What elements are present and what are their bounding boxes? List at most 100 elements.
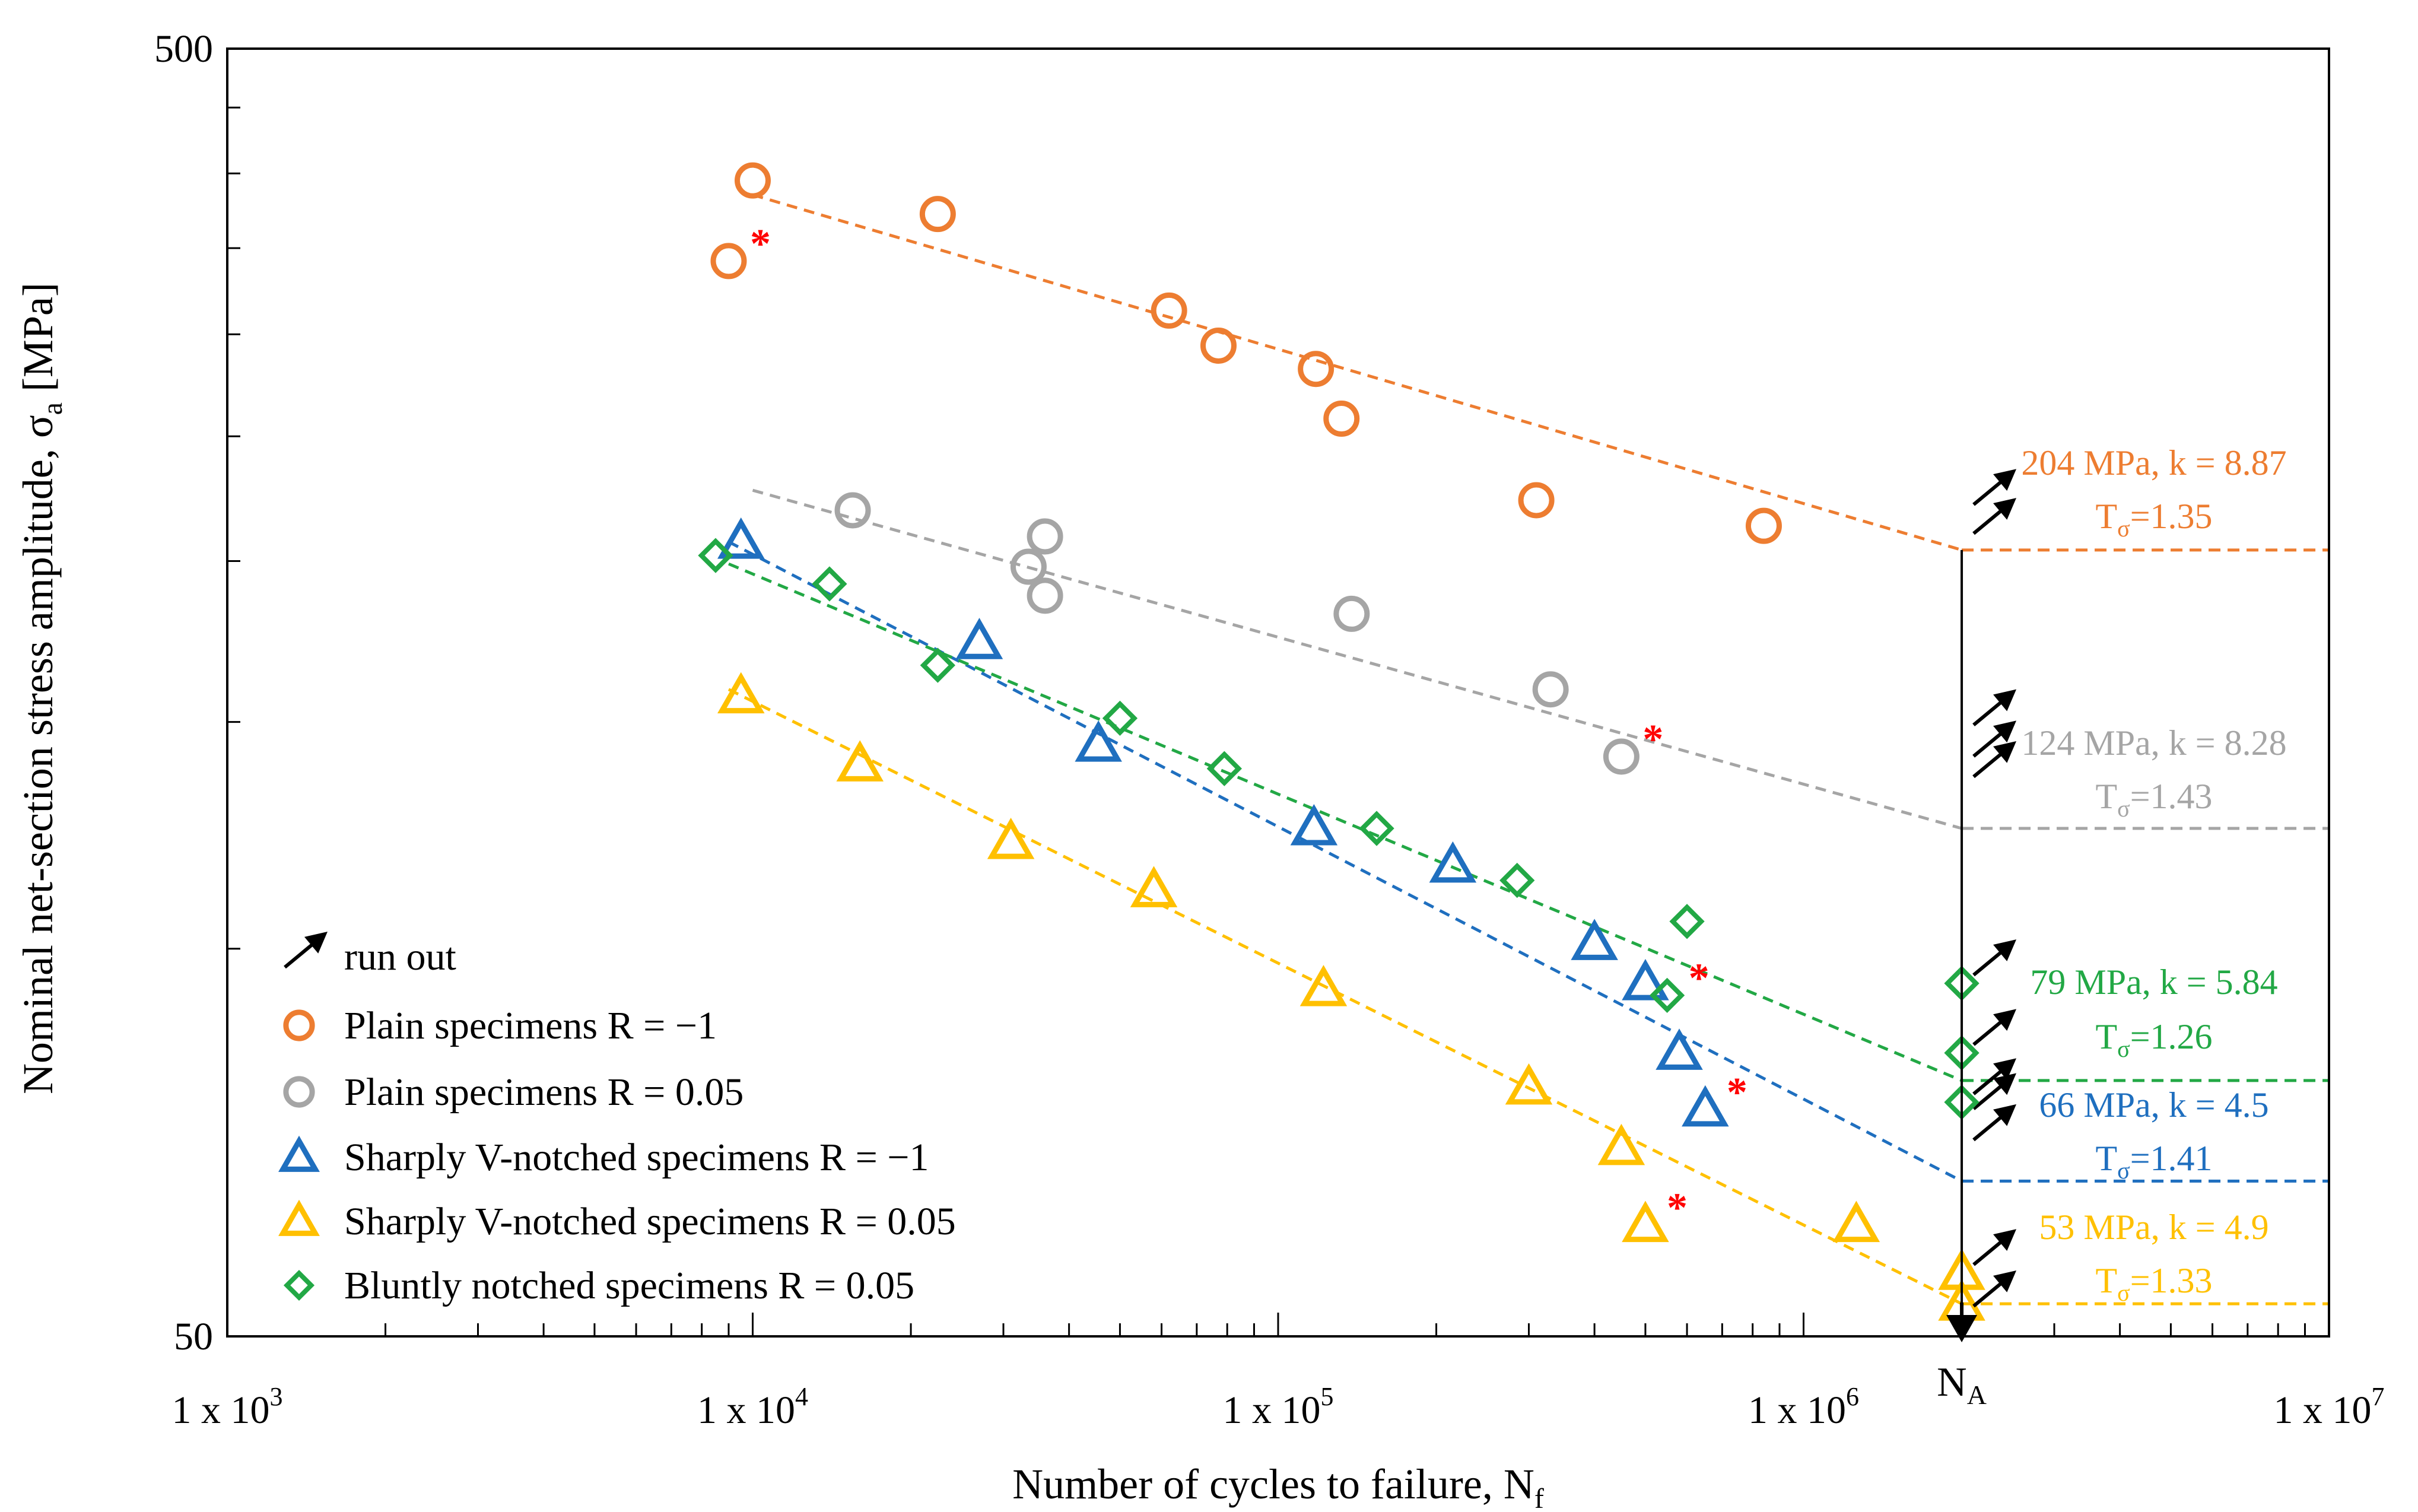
data-point: [1333, 595, 1370, 632]
data-point: [1505, 1063, 1553, 1105]
data-point: [834, 492, 871, 529]
endurance-t-value: =1.41: [2130, 1139, 2213, 1178]
runout-arrow-head: [1993, 939, 2017, 961]
endurance-t: T: [2095, 497, 2117, 536]
endurance-value-label: 79 MPa, k = 5.84: [2030, 963, 2277, 1002]
legend-label-2: Sharply V-notched specimens R = −1: [344, 1136, 929, 1179]
failure-asterisk: *: [1689, 955, 1710, 1001]
failure-asterisk: *: [750, 221, 771, 267]
y-tick-label: 500: [154, 27, 213, 71]
x-axis-title-text: Number of cycles to failure, N: [1012, 1460, 1534, 1508]
data-point: [1200, 327, 1237, 364]
runout-arrow-head: [1993, 469, 2017, 491]
legend-label-1: Plain specimens R = 0.05: [344, 1071, 743, 1114]
data-point: [1027, 577, 1063, 614]
x-tick-base: 1 x 10: [1223, 1389, 1321, 1432]
endurance-t-label: Tσ=1.33: [2095, 1261, 2212, 1306]
data-point: [836, 740, 884, 782]
endurance-t: T: [2095, 777, 2117, 816]
data-point: [1656, 1028, 1703, 1070]
legend-marker-0: [283, 1009, 315, 1041]
x-tick-base: 1 x 10: [172, 1389, 270, 1432]
data-point: [987, 818, 1035, 859]
endurance-value-label: 204 MPa, k = 8.87: [2021, 443, 2286, 482]
y-axis-title-sub: a: [37, 402, 68, 415]
labels-layer: 204 MPa, k = 8.87 Tσ=1.35 124 MPa, k = 8.2…: [2021, 443, 2286, 1306]
endurance-value-label: 53 MPa, k = 4.9: [2039, 1208, 2268, 1247]
y-axis-title: Nominal net-section stress amplitude, σa…: [14, 282, 68, 1094]
na-label-sub: A: [1967, 1380, 1987, 1410]
data-point: [812, 566, 847, 602]
runout-arrow-head: [1993, 1073, 2017, 1095]
data-point: [1010, 548, 1047, 585]
data-point: [1290, 803, 1338, 846]
data-point: [1027, 518, 1063, 555]
endurance-t-sub: σ: [2117, 1157, 2130, 1184]
na-label-text: N: [1937, 1359, 1967, 1405]
endurance-t: T: [2095, 1261, 2117, 1300]
endurance-t-label: Tσ=1.41: [2095, 1139, 2212, 1184]
trendline-0: [752, 193, 1962, 552]
data-point: [735, 162, 771, 199]
legend-marker-4: [283, 1269, 315, 1301]
data-point: [1499, 862, 1535, 898]
endurance-value-label: 66 MPa, k = 4.5: [2039, 1085, 2268, 1125]
data-point: [1669, 904, 1705, 939]
trendline-1: [752, 488, 1962, 830]
endurance-t-value: =1.33: [2130, 1261, 2213, 1300]
data-point: [698, 538, 733, 573]
axes-layer: 1 x 103 1 x 104 1 x 105 1 x 106 1 x 10750050…: [14, 27, 2385, 1512]
x-tick-label: 1 x 105: [1223, 1382, 1334, 1432]
x-tick-exponent: 4: [795, 1382, 808, 1411]
data-point: [1206, 751, 1243, 786]
legend-marker-2: [278, 1135, 320, 1172]
legend-label-0: Plain specimens R = −1: [344, 1004, 717, 1047]
data-point: [1622, 959, 1669, 1000]
endurance-t-label: Tσ=1.26: [2095, 1017, 2212, 1062]
data-point: [1429, 841, 1477, 883]
data-point: [920, 647, 956, 683]
x-tick-label: 1 x 103: [172, 1382, 283, 1432]
data-point: [1603, 738, 1639, 775]
x-axis-title: Number of cycles to failure, Nf: [1012, 1460, 1544, 1512]
x-axis-title-sub: f: [1534, 1483, 1544, 1512]
x-tick-label: 1 x 107: [2274, 1382, 2385, 1432]
runout-arrow-head: [1993, 720, 2017, 743]
data-point: [1622, 1200, 1669, 1243]
endurance-value-label: 124 MPa, k = 8.28: [2021, 723, 2286, 763]
x-tick-exponent: 6: [1846, 1382, 1859, 1411]
legend-runout-label: run out: [344, 935, 456, 979]
data-point: [1359, 811, 1394, 846]
data-point: [1597, 1123, 1645, 1165]
failure-asterisk: *: [1667, 1186, 1688, 1231]
runout-arrow-head: [1993, 1009, 2017, 1031]
endurance-t-value: =1.43: [2130, 777, 2213, 816]
data-point: [1649, 977, 1685, 1014]
data-point: [1832, 1200, 1880, 1243]
data-point: [717, 517, 765, 559]
runout-arrow-head: [1993, 1104, 2017, 1126]
trendline-3: [727, 688, 1963, 1305]
failure-asterisk: *: [1642, 717, 1663, 763]
data-point: [1130, 866, 1178, 907]
data-point: [1745, 507, 1782, 544]
data-point: [710, 243, 747, 279]
x-tick-label: 1 x 104: [697, 1382, 808, 1432]
y-tick-label: 50: [174, 1315, 213, 1358]
trendline-2: [727, 540, 1963, 1183]
y-axis-title-unit: [MPa]: [14, 282, 62, 402]
data-point: [1682, 1085, 1729, 1127]
data-point: [919, 196, 956, 233]
trendline-4: [728, 562, 1963, 1082]
data-point: [1298, 351, 1334, 387]
runout-arrow-head: [1993, 1270, 2017, 1292]
legend-label-4: Bluntly notched specimens R = 0.05: [344, 1264, 914, 1307]
x-tick-base: 1 x 10: [2274, 1389, 2372, 1432]
endurance-t-sub: σ: [2117, 1035, 2130, 1062]
runout-arrow-head: [1993, 741, 2017, 763]
endurance-t-sub: σ: [2117, 515, 2130, 542]
endurance-t: T: [2095, 1139, 2117, 1178]
endurance-t-label: Tσ=1.35: [2095, 497, 2212, 542]
